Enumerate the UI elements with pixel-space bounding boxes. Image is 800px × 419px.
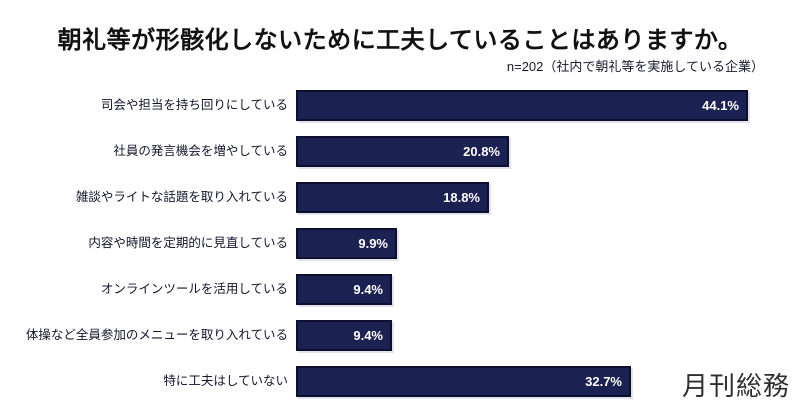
bar-row: 体操など全員参加のメニューを取り入れている 9.4% [0, 320, 800, 366]
bar-chart: 司会や担当を持ち回りにしている 44.1% 社員の発言機会を増やしている 20.… [0, 90, 800, 412]
category-label: 体操など全員参加のメニューを取り入れている [25, 328, 288, 342]
category-label: 司会や担当を持ち回りにしている [100, 98, 288, 112]
bar-row: 司会や担当を持ち回りにしている 44.1% [0, 90, 800, 136]
value-label: 9.4% [353, 328, 383, 343]
bar-row: 雑談やライトな話題を取り入れている 18.8% [0, 182, 800, 228]
bar-row: 社員の発言機会を増やしている 20.8% [0, 136, 800, 182]
bar-row: 内容や時間を定期的に見直している 9.9% [0, 228, 800, 274]
bar-row: オンラインツールを活用している 9.4% [0, 274, 800, 320]
bar-row: 特に工夫はしていない 32.7% [0, 366, 800, 412]
bar: 32.7% [296, 366, 631, 397]
value-label: 32.7% [585, 374, 622, 389]
bar: 9.9% [296, 228, 397, 259]
category-label: オンラインツールを活用している [100, 282, 288, 296]
value-label: 9.9% [358, 236, 388, 251]
bar: 20.8% [296, 136, 509, 167]
category-label: 特に工夫はしていない [163, 374, 288, 388]
bar: 9.4% [296, 320, 392, 351]
chart-title: 朝礼等が形骸化しないために工夫していることはありますか。 [57, 27, 743, 54]
gekkan-soumu-logo: 月刊総務 [681, 371, 790, 401]
value-label: 44.1% [702, 98, 739, 113]
category-label: 内容や時間を定期的に見直している [88, 236, 288, 250]
category-label: 雑談やライトな話題を取り入れている [75, 190, 288, 204]
sample-size-note: n=202（社内で朝礼等を実施している企業） [506, 59, 764, 74]
bar: 44.1% [296, 90, 748, 121]
value-label: 18.8% [443, 190, 480, 205]
bar: 18.8% [296, 182, 489, 213]
value-label: 20.8% [463, 144, 500, 159]
bar: 9.4% [296, 274, 392, 305]
value-label: 9.4% [353, 282, 383, 297]
category-label: 社員の発言機会を増やしている [113, 144, 288, 158]
